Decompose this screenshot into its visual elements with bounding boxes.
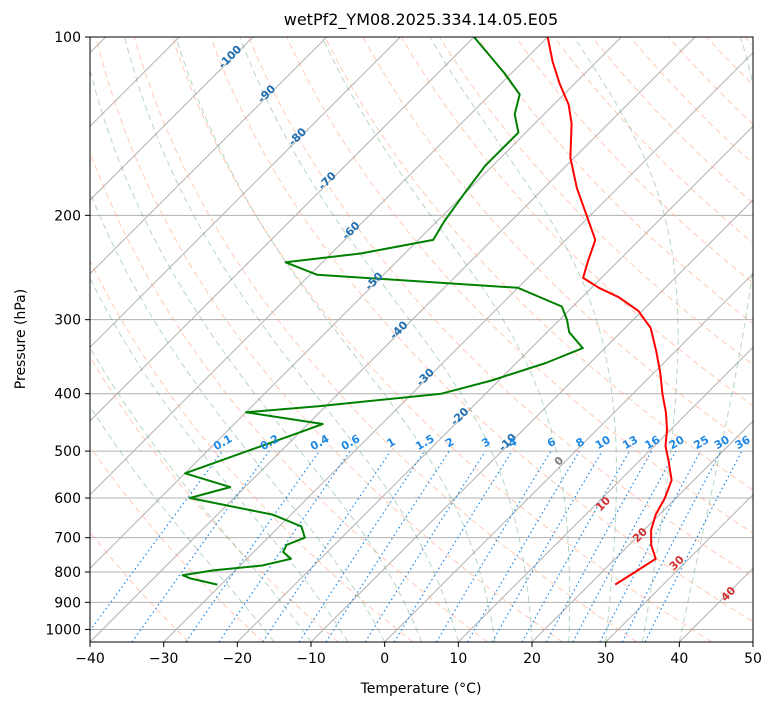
moist-adiabat — [90, 67, 422, 642]
isotherm-line — [90, 37, 328, 275]
x-tick-label: 30 — [597, 651, 615, 667]
moist-adiabat — [321, 37, 571, 642]
dry-adiabat — [591, 37, 753, 204]
isotherm-line — [531, 420, 753, 642]
x-tick-label: 10 — [449, 651, 467, 667]
moist-adiabat — [124, 37, 459, 642]
moist-adiabat — [678, 37, 753, 642]
y-tick-label: 800 — [54, 565, 81, 581]
y-axis-label: Pressure (hPa) — [13, 289, 29, 389]
y-tick-label: 600 — [54, 491, 81, 507]
moist-adiabat — [175, 37, 496, 642]
y-tick-label: 1000 — [45, 622, 81, 638]
y-tick-label: 100 — [54, 30, 81, 46]
isotherm-line — [90, 37, 696, 642]
mixing-ratio-line — [393, 450, 513, 642]
dry-adiabat — [629, 37, 753, 165]
dry-adiabat — [477, 37, 753, 325]
x-tick-label: −40 — [75, 651, 105, 667]
mixing-ratio-line — [599, 450, 702, 642]
isotherm-line — [90, 37, 401, 349]
moist-adiabat — [90, 346, 312, 642]
x-tick-label: 40 — [670, 651, 688, 667]
dry-adiabat — [400, 37, 753, 407]
mixing-ratio-line — [466, 450, 580, 642]
mixing-ratio-line — [325, 450, 450, 642]
moist-adiabat — [239, 37, 533, 642]
plot-frame — [89, 36, 754, 643]
dry-adiabat — [133, 37, 638, 642]
isotherm-line — [236, 125, 753, 642]
dry-adiabat — [171, 37, 712, 642]
y-tick-label: 200 — [54, 208, 81, 224]
isotherm-line — [457, 346, 753, 642]
background-lines — [90, 37, 753, 642]
x-tick-label: −30 — [149, 651, 179, 667]
mixing-ratio-line — [185, 450, 320, 642]
isotherm-line — [90, 37, 475, 422]
dry-adiabat — [90, 445, 264, 642]
y-tick-label: 400 — [54, 387, 81, 403]
moist-adiabat — [429, 37, 617, 642]
isotherm-line — [90, 37, 549, 496]
dry-adiabat — [324, 37, 753, 491]
profile-lines — [181, 37, 673, 586]
moist-adiabat — [90, 190, 386, 642]
moist-adiabat — [90, 405, 275, 642]
dry-adiabat — [248, 37, 753, 578]
mixing-ratio-line — [572, 450, 677, 642]
moist-adiabat — [573, 37, 679, 642]
mixing-ratio-line — [435, 450, 552, 642]
x-tick-label: 20 — [523, 651, 541, 667]
isotherm-line — [163, 51, 753, 642]
x-axis-label: Temperature (°C) — [360, 681, 482, 697]
temperature-profile-line — [546, 37, 673, 586]
isotherm-line — [90, 37, 622, 570]
mixing-ratio-line — [262, 450, 392, 642]
x-tick-label: −20 — [223, 651, 253, 667]
dry-adiabat — [362, 37, 753, 449]
dewpoint-profile-line — [181, 37, 584, 586]
mixing-ratio-line — [364, 450, 486, 642]
x-tick-label: 50 — [744, 651, 762, 667]
x-tick-label: 0 — [380, 651, 389, 667]
isotherm-line — [384, 272, 753, 642]
mixing-ratio-line — [298, 450, 425, 642]
dry-adiabat — [210, 37, 753, 623]
y-tick-label: 500 — [54, 444, 81, 460]
mixing-ratio-line — [218, 450, 351, 642]
y-tick-label: 300 — [54, 313, 81, 329]
isotherm-line — [90, 37, 254, 201]
chart-title: wetPf2_YM08.2025.334.14.05.E05 — [284, 10, 558, 30]
y-tick-label: 900 — [54, 595, 81, 611]
dry-adiabat — [515, 37, 753, 284]
x-tick-label: −10 — [296, 651, 326, 667]
dry-adiabat — [95, 37, 563, 642]
isotherm-line — [605, 493, 753, 642]
y-tick-label: 700 — [54, 531, 81, 547]
axes-ticks: −40 −30 −20 −10 0 10 20 30 40 50 100 200 300 400 500 60… — [45, 30, 762, 667]
